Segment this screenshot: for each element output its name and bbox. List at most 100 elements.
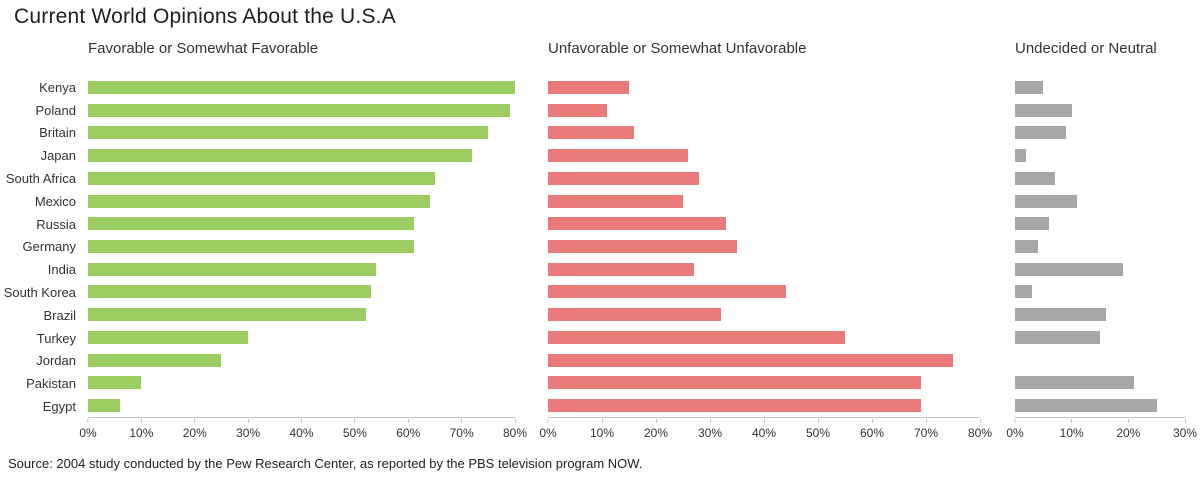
country-label: Pakistan [26,376,76,392]
axis-tick: 50% [806,419,830,440]
chart-row [88,372,515,395]
chart-row [88,190,515,213]
panel-unfavorable: Unfavorable or Somewhat Unfavorable 0% 10… [539,40,992,452]
bar [1015,308,1106,322]
bar [1015,262,1123,276]
panel-favorable-axis: 0% 10% 20% 30% 40% 50% 60% 70% 80% [79,419,527,451]
tick-label: 40% [289,426,314,440]
bar [548,240,737,253]
tick-label: 10% [589,426,615,440]
chart-row [548,303,980,326]
axis-tick: 30% [1173,419,1197,440]
bar [548,353,953,367]
chart-row [88,303,515,326]
panel-unfavorable-axis: 0% 10% 20% 30% 40% 50% 60% 70% 80% [539,419,992,451]
tick-mark [763,419,765,423]
chart-row [88,281,515,304]
country-labels: Kenya Poland Britain Japan South Africa Mexic… [0,76,82,418]
tick-mark [1127,419,1129,423]
bar [548,308,721,322]
tick-label: 10% [129,426,154,440]
tick-mark [817,419,819,423]
tick-label: 70% [913,426,939,440]
chart-row [548,281,980,304]
chart-row [548,235,980,258]
chart-row [88,212,515,235]
bar [88,376,142,390]
bar [88,240,414,253]
country-label: Brazil [43,307,76,323]
tick-mark [655,419,657,423]
chart-row [548,372,980,395]
axis-tick: 20% [183,419,207,440]
bar [548,194,683,208]
country-label: Germany [22,239,76,255]
bar [548,285,786,299]
bar [88,126,489,140]
bar [88,399,121,413]
chart-row [548,326,980,349]
chart-row [1015,349,1185,372]
bar [88,80,515,94]
tick-mark [301,419,302,423]
axis-tick: 40% [289,419,314,440]
bar [548,103,608,117]
axis-tick: 30% [698,419,722,440]
chart-row [1015,326,1185,349]
chart-row [1015,121,1185,144]
country-label: Kenya [39,79,76,95]
tick-label: 0% [539,426,557,440]
axis-tick: 10% [129,419,153,440]
chart-row [1015,99,1185,122]
panel-favorable: Favorable or Somewhat Favorable 0% 10% 20%… [79,40,527,452]
panel-neutral-subtitle: Undecided or Neutral [1015,40,1157,57]
tick-label: 60% [859,426,885,440]
chart-row [88,76,515,99]
chart-row [88,349,515,372]
axis-tick: 80% [968,419,992,440]
tick-mark [87,419,89,423]
country-label: Japan [40,148,76,164]
chart-row [1015,303,1185,326]
chart-row [1015,76,1185,99]
panel-neutral-axis: 0% 10% 20% 30% [1006,419,1197,451]
chart-row [548,190,980,213]
chart-row [88,144,515,167]
country-label: South Korea [3,285,76,301]
country-label: Russia [36,216,76,232]
bar [1015,217,1049,231]
bar [1015,194,1078,208]
tick-label: 70% [449,426,474,440]
bar [548,262,694,276]
country-label: Jordan [36,353,76,369]
axis-tick: 0% [539,419,557,440]
tick-mark [194,419,196,423]
chart-row [88,167,515,190]
axis-tick: 80% [503,419,527,440]
chart-row [88,235,515,258]
axis-tick: 20% [1116,419,1140,440]
chart-row [88,99,515,122]
tick-label: 10% [1059,426,1084,440]
bar [88,308,366,322]
bar [548,330,845,344]
chart-row [548,99,980,122]
chart-row [1015,167,1185,190]
tick-mark [140,419,142,423]
bar [1015,376,1134,390]
axis-tick: 70% [914,419,938,440]
bar [1015,149,1027,163]
chart-row [88,326,515,349]
axis-tick: 60% [396,419,420,440]
axis-tick: 20% [644,419,668,440]
bar [88,330,249,344]
bar [548,126,635,140]
chart-row [548,76,980,99]
chart-row [1015,212,1185,235]
country-label: Poland [35,102,76,118]
bar [1015,103,1072,117]
tick-mark [1184,419,1186,423]
bar [88,285,371,299]
tick-label: 80% [502,426,528,440]
